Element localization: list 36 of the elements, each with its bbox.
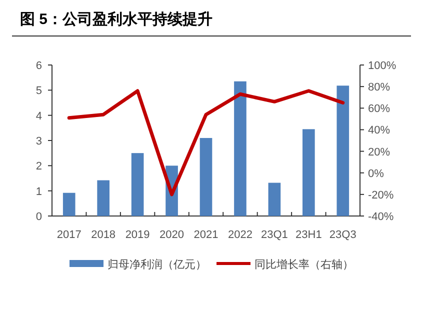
y2-tick-label: -40%	[368, 211, 394, 223]
y-tick-label: 5	[36, 85, 42, 98]
y2-tick-label: 80%	[368, 82, 390, 94]
y-tick-label: 0	[36, 211, 42, 223]
bar	[97, 180, 110, 216]
x-tick-label: 2022	[228, 229, 252, 241]
x-tick-label: 23Q3	[329, 229, 356, 241]
y-tick-label: 3	[36, 136, 42, 148]
title: 图 5：公司盈利水平持续提升	[20, 11, 213, 28]
x-tick-label: 2019	[125, 229, 150, 241]
x-tick-label: 2021	[194, 229, 218, 241]
bar	[302, 129, 315, 216]
x-tick-label: 2017	[56, 229, 82, 241]
bar	[234, 81, 246, 216]
y2-tick-label: -20%	[368, 189, 394, 202]
y2-tick-label: 20%	[368, 146, 390, 158]
bar	[200, 138, 212, 216]
y2-tick-label: 60%	[368, 103, 390, 116]
x-tick-label: 2020	[160, 229, 184, 241]
y2-tick-label: 100%	[368, 60, 396, 72]
bar	[62, 192, 76, 216]
bar	[131, 153, 144, 216]
x-tick-label: 23Q1	[260, 229, 288, 241]
x-tick-label: 23H1	[296, 229, 322, 241]
y-tick-label: 2	[36, 160, 42, 173]
y-tick-label: 6	[36, 60, 42, 72]
y2-tick-label: 0%	[368, 168, 384, 180]
y-tick-label: 1	[36, 186, 42, 198]
bar	[268, 182, 281, 216]
x-tick-label: 2018	[91, 229, 116, 241]
y2-tick-label: 40%	[368, 124, 390, 137]
legend-label: 归母净利润（亿元）	[108, 258, 206, 271]
bar	[336, 86, 350, 216]
y-tick-label: 4	[36, 110, 42, 122]
line-series	[67, 89, 345, 196]
legend-label: 同比增长率（右轴）	[254, 258, 354, 271]
